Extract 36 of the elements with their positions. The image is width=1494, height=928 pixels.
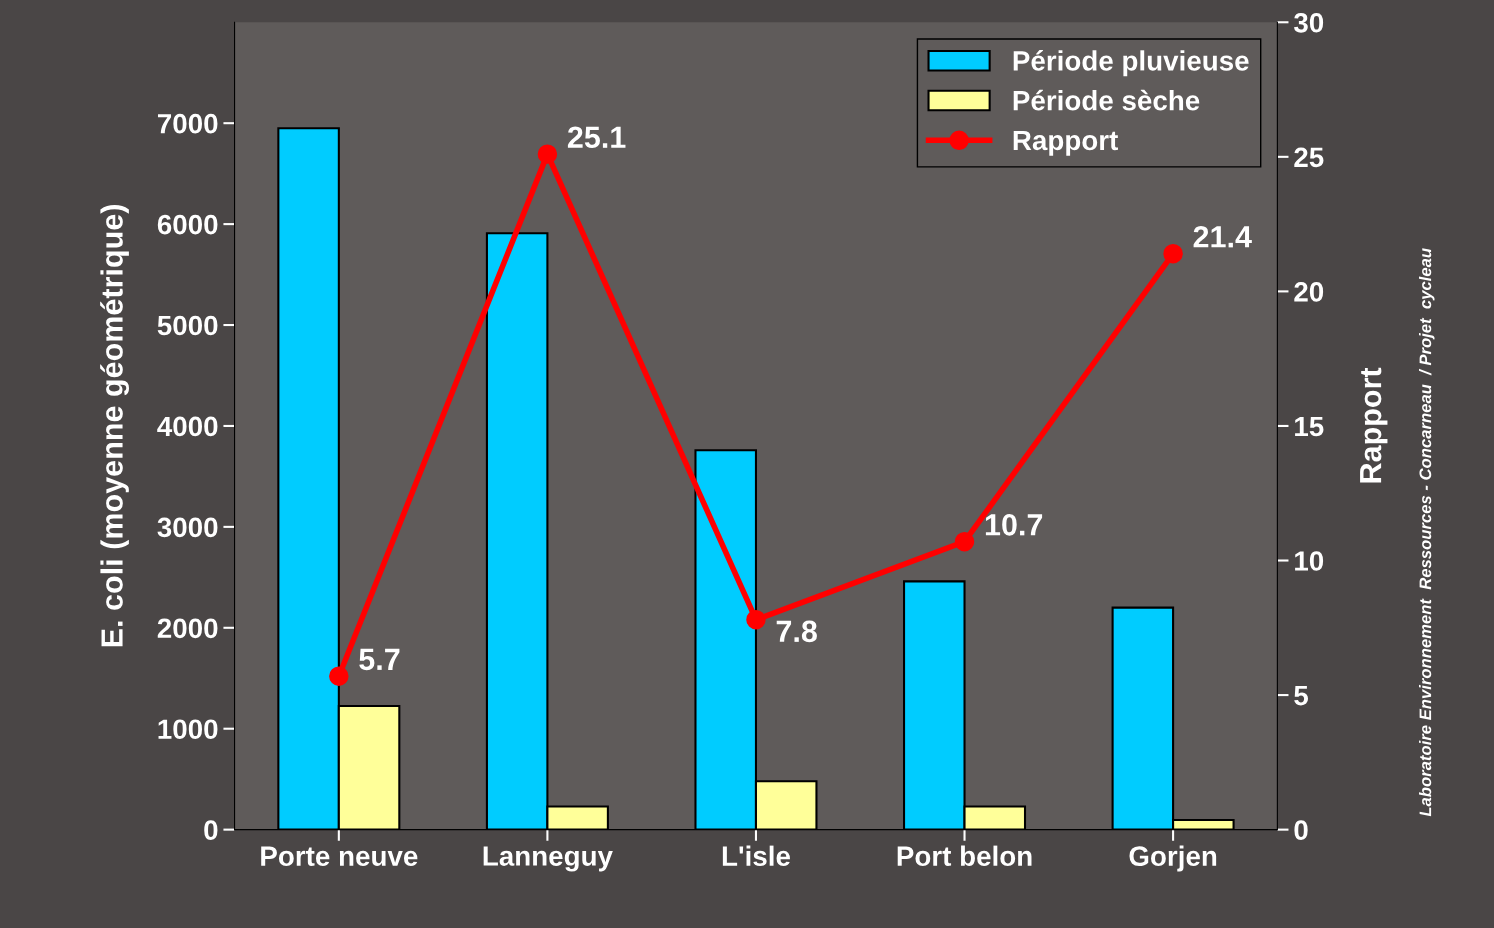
- point: [329, 666, 349, 686]
- x-tick-label: Lanneguy: [483, 846, 613, 872]
- y2-tick-label: 25: [1294, 147, 1324, 168]
- point: [1163, 243, 1183, 264]
- legend-label: Période pluvieuse: [1013, 50, 1249, 77]
- text: Laboratoire Environnement Ressources - Concarneau / Projet cycleau: [1419, 248, 1435, 817]
- data-label: 5.7: [359, 648, 400, 671]
- y2-tick-label: 10: [1295, 551, 1324, 571]
- legend-label: Période sèche: [1013, 89, 1200, 111]
- y-tick-label: 1000: [158, 719, 218, 740]
- y2-tick-label: 15: [1295, 416, 1324, 437]
- y-tick-label: 3000: [157, 517, 218, 538]
- y2-tick-label: 20: [1294, 282, 1324, 302]
- point: [537, 144, 558, 164]
- data-label: 7.8: [776, 620, 817, 643]
- y2-axis-title: Rapport: [1360, 367, 1388, 483]
- x-tick-label: Gorjen: [1129, 845, 1217, 872]
- data-label: 21.4: [1193, 226, 1252, 248]
- y2-tick-label: 0: [1294, 820, 1308, 840]
- legend-label: Rapport: [1013, 130, 1118, 156]
- y-tick-label: 6000: [157, 214, 218, 235]
- y-tick-label: 0: [204, 820, 218, 840]
- y-tick-label: 2000: [157, 618, 218, 639]
- point: [954, 531, 975, 552]
- x-tick-label: Port belon: [897, 845, 1032, 867]
- y-axis-title: E. coli (moyenne géométrique): [100, 205, 130, 647]
- y2-tick-label: 30: [1293, 12, 1324, 33]
- y-tick-label: 5000: [157, 315, 218, 336]
- x-tick-label: L'isle: [722, 845, 790, 867]
- point: [746, 609, 766, 630]
- x-tick-label: Porte neuve: [261, 846, 418, 867]
- y-tick-label: 4000: [157, 416, 218, 437]
- y-tick-label: 7000: [157, 113, 218, 134]
- y2-tick-label: 5: [1294, 686, 1309, 706]
- data-label: 25.1: [567, 126, 626, 149]
- data-label: 10.7: [985, 514, 1043, 536]
